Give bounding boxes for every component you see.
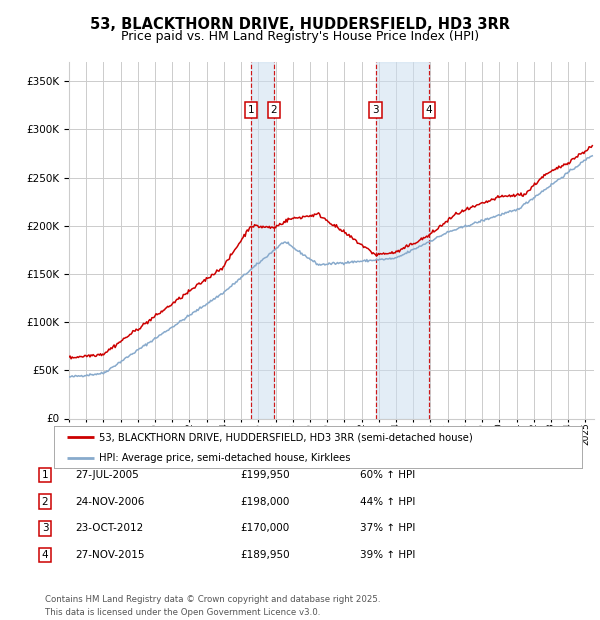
- Text: £170,000: £170,000: [240, 523, 289, 533]
- Text: 39% ↑ HPI: 39% ↑ HPI: [360, 550, 415, 560]
- Text: £199,950: £199,950: [240, 470, 290, 480]
- Text: 2: 2: [271, 105, 277, 115]
- Bar: [376, 62, 429, 419]
- Text: 1: 1: [248, 105, 254, 115]
- Text: 3: 3: [41, 523, 49, 533]
- Text: 60% ↑ HPI: 60% ↑ HPI: [360, 470, 415, 480]
- Text: £198,000: £198,000: [240, 497, 289, 507]
- Text: 4: 4: [425, 105, 432, 115]
- Text: 1: 1: [41, 470, 49, 480]
- Text: HPI: Average price, semi-detached house, Kirklees: HPI: Average price, semi-detached house,…: [99, 453, 350, 463]
- Text: 3: 3: [372, 105, 379, 115]
- Text: 53, BLACKTHORN DRIVE, HUDDERSFIELD, HD3 3RR (semi-detached house): 53, BLACKTHORN DRIVE, HUDDERSFIELD, HD3 …: [99, 432, 473, 442]
- Text: 2: 2: [41, 497, 49, 507]
- Text: 44% ↑ HPI: 44% ↑ HPI: [360, 497, 415, 507]
- Text: Price paid vs. HM Land Registry's House Price Index (HPI): Price paid vs. HM Land Registry's House …: [121, 30, 479, 43]
- Text: 37% ↑ HPI: 37% ↑ HPI: [360, 523, 415, 533]
- Text: 23-OCT-2012: 23-OCT-2012: [75, 523, 143, 533]
- Text: 53, BLACKTHORN DRIVE, HUDDERSFIELD, HD3 3RR: 53, BLACKTHORN DRIVE, HUDDERSFIELD, HD3 …: [90, 17, 510, 32]
- Bar: [251, 62, 274, 419]
- Text: £189,950: £189,950: [240, 550, 290, 560]
- Text: Contains HM Land Registry data © Crown copyright and database right 2025.
This d: Contains HM Land Registry data © Crown c…: [45, 595, 380, 617]
- Text: 4: 4: [41, 550, 49, 560]
- Text: 27-NOV-2015: 27-NOV-2015: [75, 550, 145, 560]
- Text: 24-NOV-2006: 24-NOV-2006: [75, 497, 145, 507]
- Text: 27-JUL-2005: 27-JUL-2005: [75, 470, 139, 480]
